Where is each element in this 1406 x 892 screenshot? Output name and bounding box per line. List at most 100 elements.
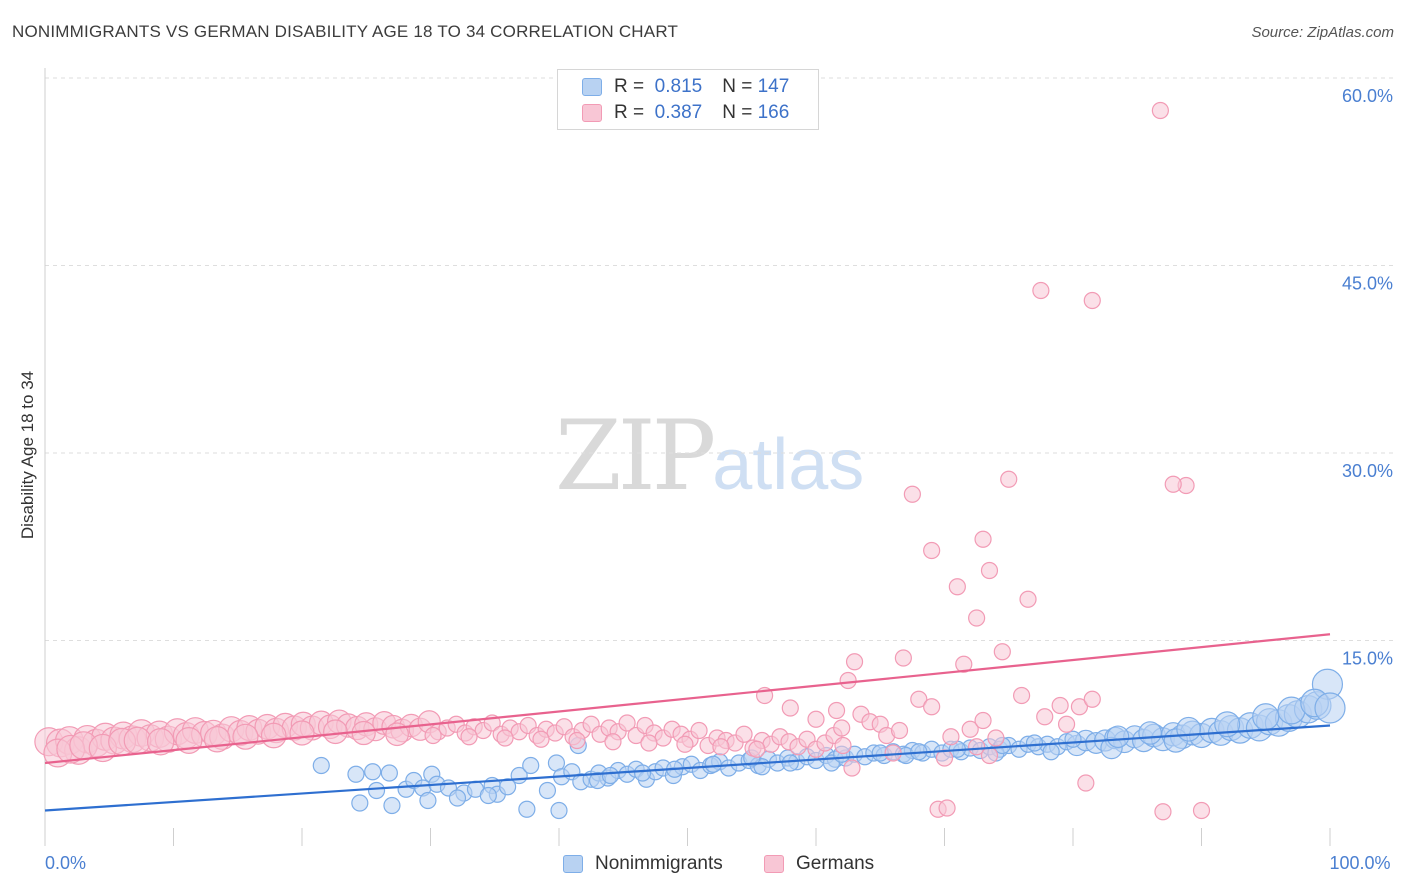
germans-point xyxy=(834,736,852,755)
nonimmigrants-point xyxy=(1314,692,1346,724)
nonimmigrants-point xyxy=(781,754,799,772)
germans-point xyxy=(968,738,986,756)
nonimmigrants-point xyxy=(550,801,568,820)
nonimmigrants-point xyxy=(479,786,497,805)
germans-point xyxy=(618,714,636,732)
germans-point xyxy=(833,719,851,737)
x-tick-label: 0.0% xyxy=(45,853,86,873)
germans-point xyxy=(203,725,231,753)
germans-point xyxy=(839,671,857,690)
germans-point xyxy=(748,740,766,758)
germans-point xyxy=(1077,774,1095,792)
nonimmigrants-point xyxy=(499,778,517,796)
germans-trendline xyxy=(44,633,1331,765)
germans-point xyxy=(987,729,1005,747)
germans-point xyxy=(1051,696,1069,715)
n-label: N = xyxy=(722,76,753,97)
germans-point xyxy=(974,530,992,548)
nonimmigrants-point xyxy=(1042,743,1060,761)
legend-item-germans: Germans xyxy=(764,852,874,876)
germans-point xyxy=(640,734,658,752)
germans-point xyxy=(690,721,708,740)
germans-point xyxy=(980,561,999,580)
germans-point xyxy=(903,485,921,503)
germans-point xyxy=(1036,708,1054,726)
germans-point xyxy=(123,726,152,755)
y-tick-label: 15.0% xyxy=(1342,649,1393,669)
germans-point xyxy=(910,690,928,708)
germans-point xyxy=(232,723,259,750)
nonimmigrants-legend-swatch xyxy=(563,855,583,873)
watermark-zip: ZIP xyxy=(555,400,716,512)
nonimmigrants-point xyxy=(419,791,437,810)
germans-point xyxy=(961,720,979,738)
nonimmigrants-swatch xyxy=(582,78,602,96)
germans-point xyxy=(1151,101,1169,120)
watermark-atlas: atlas xyxy=(712,425,865,505)
nonimmigrants-point xyxy=(1025,734,1044,752)
nonimmigrants-point xyxy=(1106,725,1130,749)
stats-legend-row-germans: R = 0.387 N = 166 xyxy=(582,101,789,125)
germans-legend-swatch xyxy=(764,855,784,873)
nonimmigrants-point xyxy=(347,765,365,783)
germans-point xyxy=(1000,470,1018,488)
germans-point xyxy=(604,733,622,751)
nonimmigrants-trendline xyxy=(44,724,1331,812)
germans-point xyxy=(845,653,864,671)
nonimmigrants-point xyxy=(704,755,722,773)
germans-point xyxy=(807,710,825,728)
germans-point xyxy=(938,799,956,817)
germans-point xyxy=(1012,686,1031,705)
nonimmigrants-point xyxy=(522,756,540,775)
germans-point xyxy=(496,729,514,747)
nonimmigrants-point xyxy=(351,794,369,812)
x-tick-label: 100.0% xyxy=(1329,853,1390,873)
germans-point xyxy=(260,722,287,749)
germans-point xyxy=(1070,698,1089,716)
germans-point xyxy=(532,730,550,748)
legend-label-nonimmigrants: Nonimmigrants xyxy=(595,853,723,874)
germans-point xyxy=(980,746,999,765)
germans-point xyxy=(1083,291,1101,310)
nonimmigrants-point xyxy=(601,766,620,785)
germans-point xyxy=(827,701,846,720)
r-label: R = xyxy=(614,102,645,123)
germans-point xyxy=(894,649,912,667)
germans-point xyxy=(1164,475,1182,493)
nonimmigrants-point xyxy=(364,763,382,781)
chart-title: NONIMMIGRANTS VS GERMAN DISABILITY AGE 1… xyxy=(12,22,679,41)
n-label: N = xyxy=(722,102,753,123)
germans-point xyxy=(676,735,694,753)
germans-point xyxy=(923,541,941,560)
nonimmigrants-point xyxy=(1252,703,1280,731)
y-tick-label: 60.0% xyxy=(1342,86,1393,106)
r-value: 0.387 xyxy=(654,102,703,123)
n-value: 166 xyxy=(757,102,790,123)
germans-point xyxy=(424,726,442,745)
nonimmigrants-point xyxy=(518,800,536,818)
y-tick-label: 45.0% xyxy=(1342,274,1393,294)
germans-point xyxy=(351,720,376,746)
germans-point xyxy=(843,759,861,777)
germans-point xyxy=(974,711,992,730)
germans-point xyxy=(968,609,986,627)
germans-point xyxy=(1083,690,1101,708)
germans-point xyxy=(955,655,973,673)
germans-point xyxy=(1032,281,1050,300)
r-label: R = xyxy=(614,76,645,97)
nonimmigrants-point xyxy=(1176,716,1202,742)
nonimmigrants-point xyxy=(538,781,557,800)
y-axis-label: Disability Age 18 to 34 xyxy=(18,370,37,540)
stats-legend: R = 0.815 N = 147 R = 0.387 N = 166 xyxy=(557,69,819,130)
germans-point xyxy=(1019,590,1037,608)
germans-point xyxy=(948,578,966,596)
germans-swatch xyxy=(582,104,602,122)
germans-point xyxy=(460,728,478,746)
germans-point xyxy=(568,731,586,750)
source-label: Source: ZipAtlas.com xyxy=(1251,24,1394,41)
nonimmigrants-point xyxy=(383,796,401,815)
germans-point xyxy=(289,720,315,746)
nonimmigrants-point xyxy=(1214,711,1241,738)
legend-label-germans: Germans xyxy=(796,853,875,874)
